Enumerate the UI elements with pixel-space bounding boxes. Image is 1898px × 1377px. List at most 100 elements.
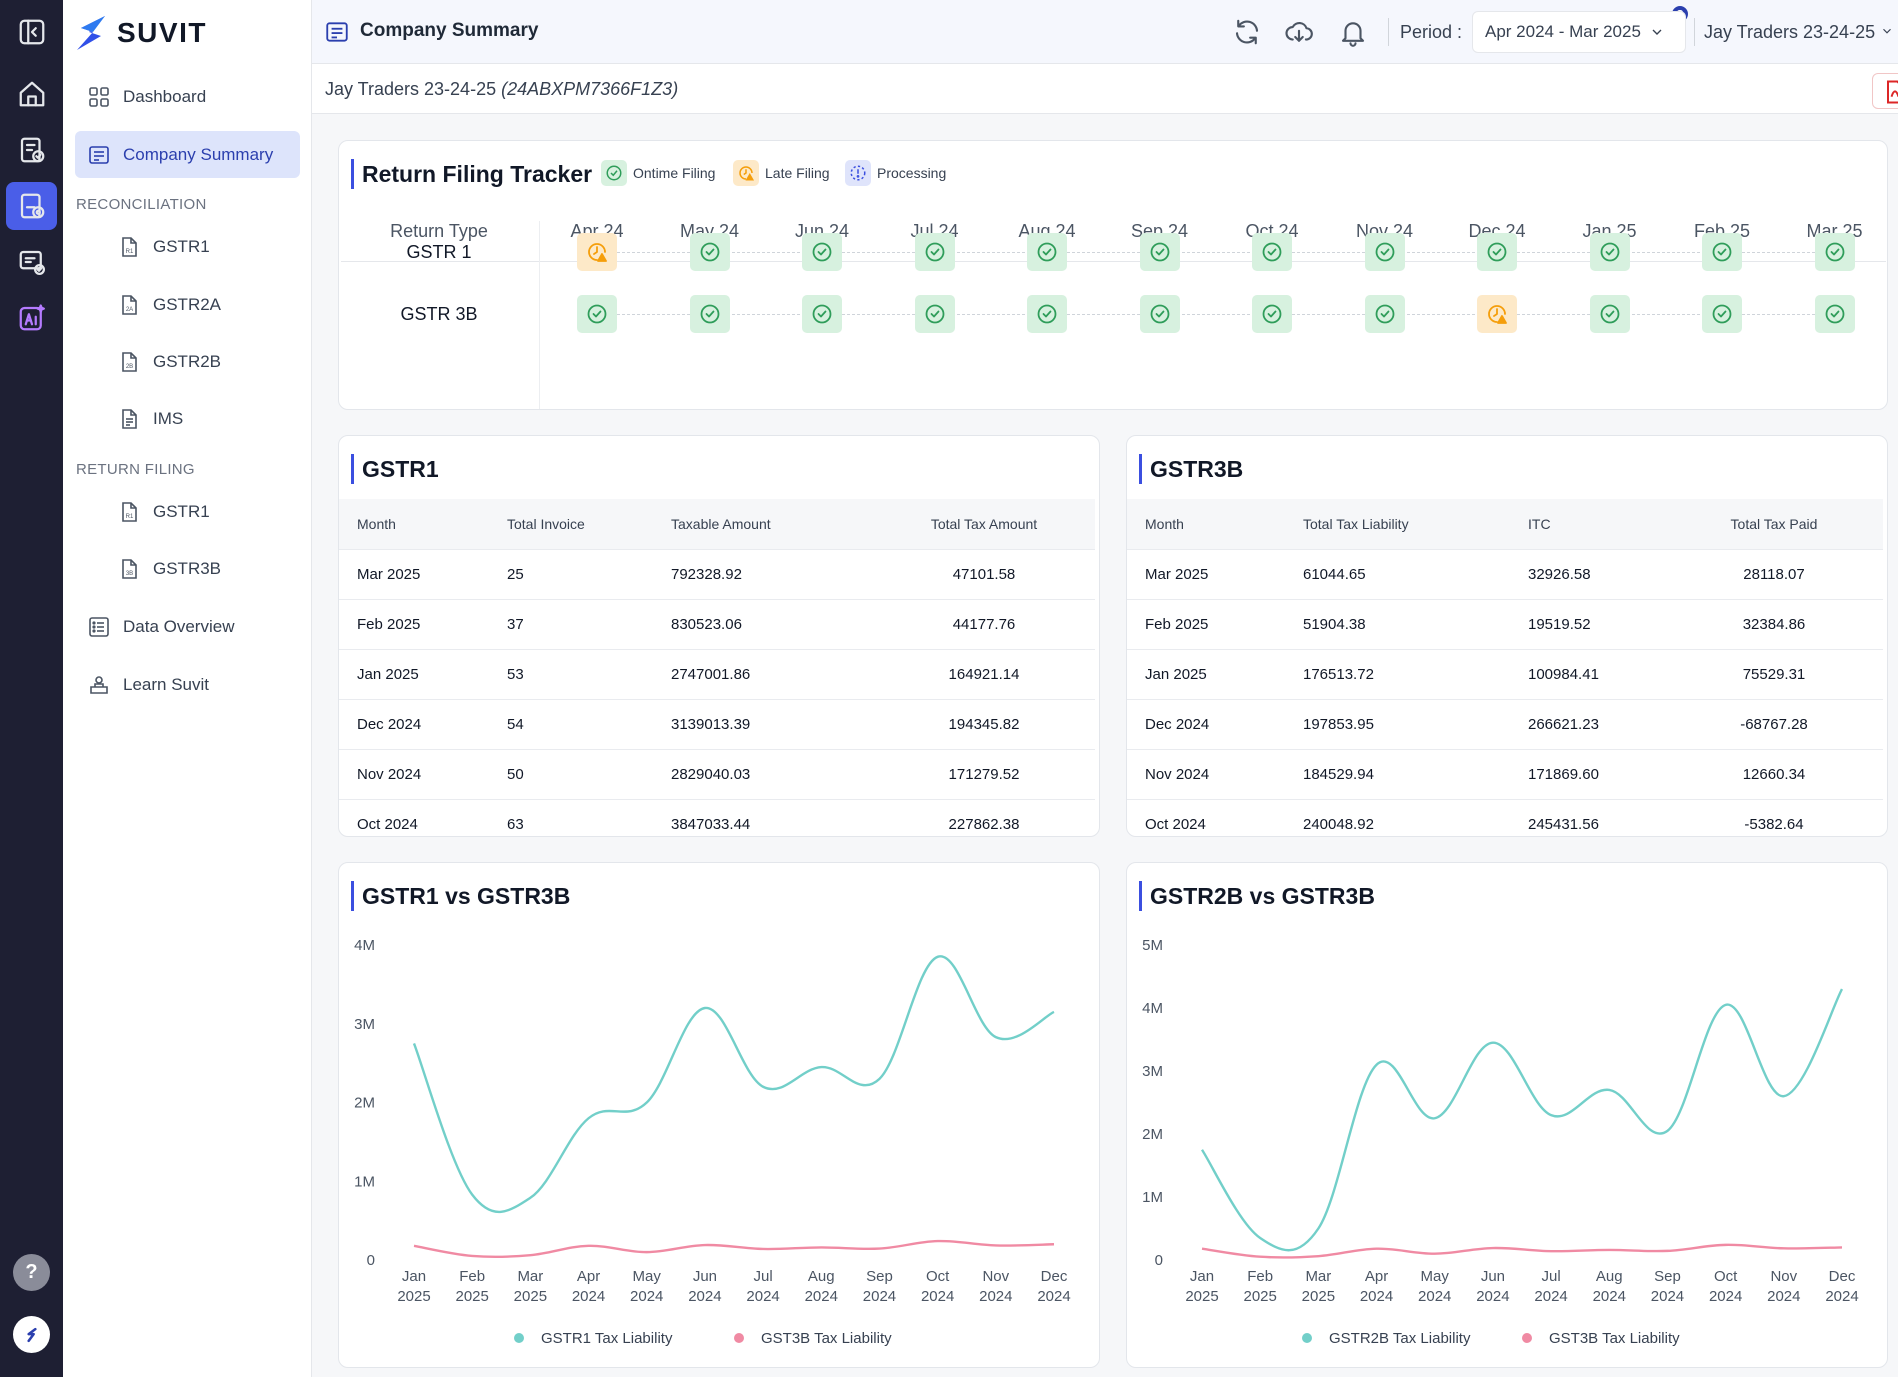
document-r1-icon: R1: [122, 501, 137, 522]
period-select[interactable]: Apr 2024 - Mar 2025: [1472, 11, 1686, 53]
ontime-filing-status[interactable]: [802, 233, 842, 271]
gstr3b-table: Month Total Tax Liability ITC Total Tax …: [1127, 499, 1883, 836]
x-tick-label: 2024: [1534, 1288, 1567, 1305]
y-tick-label: 0: [1155, 1252, 1163, 1269]
help-icon[interactable]: ?: [13, 1254, 50, 1291]
table-cell: 61044.65: [1285, 548, 1510, 599]
ontime-filing-status[interactable]: [577, 295, 617, 333]
pdf-icon: [1887, 80, 1898, 104]
ontime-filing-status[interactable]: [689, 233, 730, 271]
ontime-filing-status[interactable]: [1814, 233, 1855, 271]
ontime-filing-status[interactable]: [1139, 295, 1180, 333]
tracker-column-divider: [539, 221, 540, 409]
sidebar-item-dashboard[interactable]: Dashboard: [75, 73, 300, 120]
ontime-filing-status[interactable]: [1139, 233, 1180, 271]
x-tick-label: Jul: [753, 1268, 772, 1285]
x-tick-label: May: [1421, 1268, 1450, 1285]
ontime-filing-status[interactable]: [1589, 233, 1630, 271]
ontime-filing-status[interactable]: [689, 295, 730, 333]
ontime-filing-status[interactable]: [802, 295, 842, 333]
table-cell: 54: [489, 698, 653, 749]
page-title: Company Summary: [360, 20, 539, 41]
table-row: Nov 2024 184529.94 171869.60 12660.34: [1127, 748, 1883, 799]
ontime-filing-status[interactable]: [1702, 295, 1742, 333]
table-cell: 100984.41: [1510, 648, 1665, 699]
x-tick-label: 2025: [1302, 1288, 1335, 1305]
ontime-filing-status[interactable]: [1702, 233, 1742, 271]
ontime-filing-status[interactable]: [1364, 233, 1405, 271]
ontime-filing-status[interactable]: [914, 295, 955, 333]
table-cell: 37: [489, 598, 653, 649]
tracker-header-return-type: Return Type: [390, 221, 488, 241]
svg-text:2B: 2B: [126, 364, 133, 370]
y-tick-label: 2M: [354, 1095, 375, 1112]
table-cell: 245431.56: [1510, 798, 1665, 836]
x-tick-label: Sep: [1654, 1268, 1681, 1285]
ontime-filing-status[interactable]: [1589, 295, 1630, 333]
cloud-download-icon[interactable]: [1284, 17, 1314, 47]
check-circle-icon: [1600, 304, 1619, 324]
notification-bell-icon[interactable]: [1338, 17, 1368, 47]
suvit-logo-icon[interactable]: [13, 1316, 50, 1353]
legend-label[interactable]: GST3B Tax Liability: [761, 1330, 892, 1347]
collapse-sidebar-icon[interactable]: [6, 8, 57, 56]
x-tick-label: Jun: [1481, 1268, 1505, 1285]
tracker-header-divider: [341, 261, 1886, 262]
x-tick-label: Feb: [459, 1268, 485, 1285]
sidebar-item-learn-suvit[interactable]: Learn Suvit: [75, 661, 300, 708]
y-tick-label: 0: [367, 1252, 375, 1269]
company-select[interactable]: Jay Traders 23-24-25: [1704, 22, 1894, 43]
ontime-filing-status[interactable]: [1477, 233, 1517, 271]
ontime-filing-status[interactable]: [1252, 233, 1292, 271]
legend-marker: [514, 1333, 524, 1343]
legend-label[interactable]: GSTR2B Tax Liability: [1329, 1330, 1471, 1347]
table-row: Dec 2024 197853.95 266621.23 -68767.28: [1127, 698, 1883, 749]
table-cell: Mar 2025: [339, 548, 489, 599]
table-cell: Oct 2024: [339, 798, 489, 836]
home-icon[interactable]: [6, 70, 57, 118]
sidebar-item-filing-gstr3b[interactable]: 3B GSTR3B: [75, 545, 300, 592]
checklist-icon: [89, 616, 109, 637]
late-filing-status[interactable]: [1477, 295, 1517, 333]
ontime-filing-status[interactable]: [1027, 233, 1067, 271]
ai-assistant-icon[interactable]: [6, 294, 57, 342]
series-line[interactable]: [413, 1239, 1055, 1259]
sidebar-item-company-summary[interactable]: Company Summary: [75, 131, 300, 178]
svg-text:2A: 2A: [126, 307, 133, 313]
sidebar-item-recon-ims[interactable]: IMS: [75, 395, 300, 442]
refresh-icon[interactable]: [1232, 17, 1262, 47]
x-tick-label: Nov: [982, 1268, 1009, 1285]
table-row: Jan 2025 176513.72 100984.41 75529.31: [1127, 648, 1883, 699]
document-2b-icon: 2B: [122, 351, 137, 372]
x-tick-label: Dec: [1041, 1268, 1068, 1285]
processing-icon: [850, 165, 866, 181]
table-cell: 171869.60: [1510, 748, 1665, 799]
sidebar-item-filing-gstr1[interactable]: R1 GSTR1: [75, 488, 300, 535]
export-pdf-button[interactable]: [1872, 73, 1898, 109]
sidebar-item-data-overview[interactable]: Data Overview: [75, 603, 300, 650]
brand[interactable]: SUVIT: [75, 14, 207, 52]
legend-label[interactable]: GST3B Tax Liability: [1549, 1330, 1680, 1347]
ontime-filing-status[interactable]: [1027, 295, 1067, 333]
ontime-filing-status[interactable]: [1814, 295, 1855, 333]
check-circle-icon: [1487, 242, 1507, 262]
series-line[interactable]: [412, 955, 1055, 1214]
document-check-icon[interactable]: [6, 126, 57, 174]
legend-label[interactable]: GSTR1 Tax Liability: [541, 1330, 673, 1347]
sidebar-item-recon-gstr2b[interactable]: 2B GSTR2B: [75, 338, 300, 385]
series-line[interactable]: [1200, 988, 1844, 1252]
series-line[interactable]: [1201, 1243, 1843, 1259]
ontime-filing-status[interactable]: [914, 233, 955, 271]
table-cell: Dec 2024: [339, 698, 489, 749]
sidebar-item-recon-gstr2a[interactable]: 2A GSTR2A: [75, 281, 300, 328]
tracker-row-label: GSTR 1: [406, 242, 472, 262]
sidebar-item-recon-gstr1[interactable]: R1 GSTR1: [75, 223, 300, 270]
late-filing-status[interactable]: [577, 233, 617, 271]
x-tick-label: Jun: [693, 1268, 717, 1285]
table-cell: 227862.38: [873, 798, 1095, 836]
ontime-filing-status[interactable]: [1364, 295, 1405, 333]
ontime-filing-status[interactable]: [1252, 295, 1292, 333]
gst-icon[interactable]: [6, 182, 57, 230]
message-check-icon[interactable]: [6, 238, 57, 286]
gstr1-table-title: GSTR1: [351, 454, 439, 484]
